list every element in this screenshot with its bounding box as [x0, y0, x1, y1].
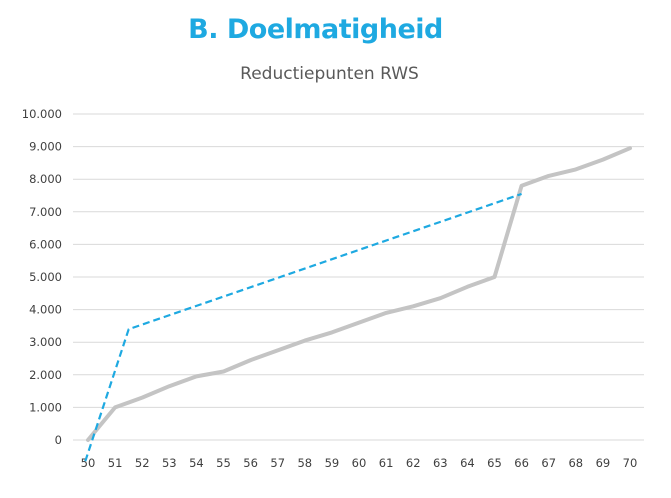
x-tick-label: 66	[514, 456, 529, 470]
series-lines	[84, 146, 632, 462]
series-line-dashed	[84, 192, 522, 462]
x-tick-label: 65	[487, 456, 502, 470]
y-tick-label: 6.000	[29, 237, 62, 251]
y-tick-label: 10.000	[22, 107, 62, 121]
x-tick-label: 60	[352, 456, 367, 470]
y-tick-label: 5.000	[29, 270, 62, 284]
x-tick-label: 62	[406, 456, 421, 470]
series-line-solid	[86, 146, 632, 442]
x-tick-label: 61	[379, 456, 394, 470]
y-axis-ticks: 0 1.000 2.000 3.000 4.000 5.000 6.000 7.000 8.00…	[22, 107, 62, 447]
x-tick-label: 51	[108, 456, 123, 470]
y-tick-label: 2.000	[29, 368, 62, 382]
x-tick-label: 63	[433, 456, 448, 470]
x-tick-label: 56	[243, 456, 258, 470]
y-tick-label: 3.000	[29, 335, 62, 349]
y-tick-label: 8.000	[29, 172, 62, 186]
x-tick-label: 57	[270, 456, 285, 470]
slide-heading: B. Doelmatigheid	[188, 14, 443, 45]
x-tick-label: 50	[81, 456, 96, 470]
x-tick-label: 69	[596, 456, 611, 470]
x-tick-label: 54	[189, 456, 204, 470]
y-tick-label: 1.000	[29, 400, 62, 414]
x-tick-label: 64	[460, 456, 475, 470]
y-tick-label: 4.000	[29, 303, 62, 317]
y-tick-label: 7.000	[29, 205, 62, 219]
x-axis-ticks: 50 51 52 53 54 55 56 57 58 59 60 61 62 63 64 65 66 67 68 69…	[81, 456, 638, 470]
x-tick-label: 53	[162, 456, 177, 470]
chart-title: Reductiepunten RWS	[240, 64, 419, 84]
x-tick-label: 67	[541, 456, 556, 470]
y-tick-label: 0	[55, 433, 62, 447]
x-tick-label: 58	[297, 456, 312, 470]
x-tick-label: 70	[623, 456, 638, 470]
x-tick-label: 52	[135, 456, 150, 470]
y-tick-label: 9.000	[29, 140, 62, 154]
grid-lines	[73, 113, 644, 441]
x-tick-label: 55	[216, 456, 231, 470]
x-tick-label: 59	[325, 456, 340, 470]
x-tick-label: 68	[568, 456, 583, 470]
